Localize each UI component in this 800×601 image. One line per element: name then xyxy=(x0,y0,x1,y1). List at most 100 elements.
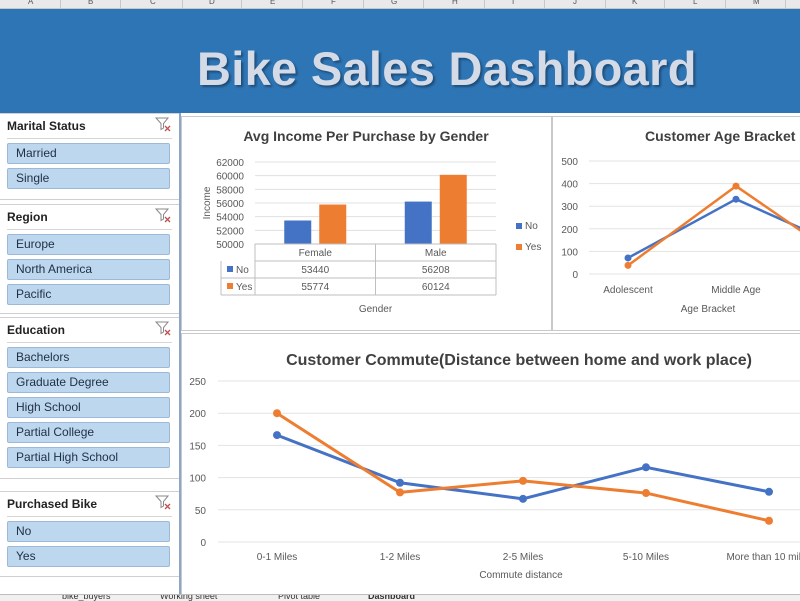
slicer-header: Education xyxy=(7,323,66,337)
chart-title: Avg Income Per Purchase by Gender xyxy=(243,128,489,144)
data-point xyxy=(765,516,773,525)
column-header-label[interactable]: A xyxy=(28,0,34,6)
slicer-item-no[interactable]: No xyxy=(7,521,170,542)
slicer-item-single[interactable]: Single xyxy=(7,168,170,189)
sheet-tab[interactable]: Pivot table xyxy=(278,594,321,601)
slicer-item-partial-college[interactable]: Partial College xyxy=(7,422,170,443)
y-tick-label: 500 xyxy=(561,157,578,168)
column-header-label[interactable]: J xyxy=(573,0,577,6)
y-tick-label: 50000 xyxy=(216,240,244,251)
column-gridline xyxy=(664,0,665,8)
column-header-label[interactable]: L xyxy=(693,0,698,6)
income-chart-svg: Avg Income Per Purchase by Gender 62000 60… xyxy=(202,128,541,315)
column-header-label[interactable]: D xyxy=(209,0,215,6)
clear-filter-icon[interactable] xyxy=(154,321,171,336)
slicer-item-graduate-degree[interactable]: Graduate Degree xyxy=(7,372,170,393)
column-header-label[interactable]: G xyxy=(391,0,398,6)
column-gridline xyxy=(605,0,606,8)
series-line xyxy=(276,411,770,523)
data-point xyxy=(642,489,650,498)
y-tick-label: 400 xyxy=(561,180,578,191)
data-point xyxy=(624,261,632,269)
data-point xyxy=(732,195,740,203)
x-tick-label: More than 10 miles xyxy=(726,552,800,563)
column-header-label[interactable]: I xyxy=(512,0,515,6)
y-tick-label: 0 xyxy=(200,538,206,549)
data-point xyxy=(273,409,281,418)
clear-filter-icon[interactable] xyxy=(154,208,171,223)
y-tick-label: 300 xyxy=(561,202,578,213)
data-table-cell: 53440 xyxy=(301,265,329,276)
clear-filter-icon[interactable] xyxy=(154,117,171,132)
column-header-label[interactable]: K xyxy=(632,0,638,6)
slicer-item-high-school[interactable]: High School xyxy=(7,397,170,418)
slicer-pane: Marital Status Married Single Region Eur… xyxy=(0,113,180,595)
y-tick-label: 52000 xyxy=(216,226,244,237)
slicer-item-bachelors[interactable]: Bachelors xyxy=(7,347,170,368)
slicer-marital-status: Marital Status Married Single xyxy=(0,113,180,200)
y-tick-label: 0 xyxy=(572,270,578,281)
sheet-tab[interactable]: Working sheet xyxy=(160,594,218,601)
divider xyxy=(7,516,172,517)
table-row-label: No xyxy=(236,265,249,276)
divider xyxy=(7,229,172,230)
slicer-item-north-america[interactable]: North America xyxy=(7,259,170,280)
slicer-header: Marital Status xyxy=(7,119,86,133)
y-tick-label: 200 xyxy=(561,225,578,236)
column-gridline xyxy=(484,0,485,8)
slicer-education: Education Bachelors Graduate Degree High… xyxy=(0,317,180,479)
pane-divider xyxy=(179,113,181,595)
data-table-cell: 60124 xyxy=(422,282,450,293)
chart-income-by-gender[interactable]: Avg Income Per Purchase by Gender 62000 60… xyxy=(181,116,552,331)
divider xyxy=(7,138,172,139)
x-tick-label: 2-5 Miles xyxy=(503,552,544,563)
column-header-label[interactable]: C xyxy=(150,0,156,6)
slicer-item-yes[interactable]: Yes xyxy=(7,546,170,567)
legend-key xyxy=(227,266,233,272)
y-tick-label: 54000 xyxy=(216,213,244,224)
slicer-item-married[interactable]: Married xyxy=(7,143,170,164)
series-line xyxy=(627,184,800,267)
x-tick-label: Middle Age xyxy=(711,285,761,296)
x-axis-label: Commute distance xyxy=(479,570,563,581)
bar xyxy=(439,174,467,244)
x-tick-label: Male xyxy=(425,248,447,259)
column-gridline xyxy=(241,0,242,8)
slicer-item-pacific[interactable]: Pacific xyxy=(7,284,170,305)
y-tick-label: 150 xyxy=(189,441,206,452)
column-header-label[interactable]: E xyxy=(270,0,276,6)
column-gridline xyxy=(725,0,726,8)
slicer-item-partial-high-school[interactable]: Partial High School xyxy=(7,447,170,468)
chart-age-bracket[interactable]: Customer Age Bracket 500 400 300 200 100 0 Adol… xyxy=(552,116,800,331)
sheet-tab[interactable]: bike_buyers xyxy=(62,594,111,601)
x-tick-label: 0-1 Miles xyxy=(257,552,298,563)
column-header-label[interactable]: F xyxy=(331,0,336,6)
column-header-label[interactable]: M xyxy=(753,0,760,6)
legend-key xyxy=(516,244,522,250)
sheet-tab[interactable]: Dashboard xyxy=(368,594,416,601)
sheet-tab-bar: bike_buyers Working sheet Pivot table Dashb… xyxy=(0,594,800,601)
slicer-item-europe[interactable]: Europe xyxy=(7,234,170,255)
column-gridline xyxy=(120,0,121,8)
slicer-purchased-bike: Purchased Bike No Yes xyxy=(0,491,180,577)
data-table-cell: 55774 xyxy=(301,282,329,293)
column-header-strip: A B C D E F G H I J K L M xyxy=(0,0,800,9)
column-gridline xyxy=(544,0,545,8)
column-header-label[interactable]: B xyxy=(88,0,94,6)
slicer-region: Region Europe North America Pacific xyxy=(0,204,180,314)
data-point xyxy=(732,182,740,190)
x-axis-label: Gender xyxy=(359,304,393,315)
column-gridline xyxy=(182,0,183,8)
series-line xyxy=(276,433,770,501)
y-tick-label: 62000 xyxy=(216,158,244,169)
data-point xyxy=(396,478,404,487)
data-point xyxy=(273,431,281,440)
slicer-header: Purchased Bike xyxy=(7,497,98,511)
chart-commute[interactable]: Customer Commute(Distance between home a… xyxy=(181,333,800,595)
data-point xyxy=(624,254,632,262)
column-header-label[interactable]: H xyxy=(452,0,458,6)
data-point xyxy=(642,463,650,472)
y-tick-label: 56000 xyxy=(216,199,244,210)
x-axis-label: Age Bracket xyxy=(681,304,736,315)
clear-filter-icon[interactable] xyxy=(154,495,171,510)
